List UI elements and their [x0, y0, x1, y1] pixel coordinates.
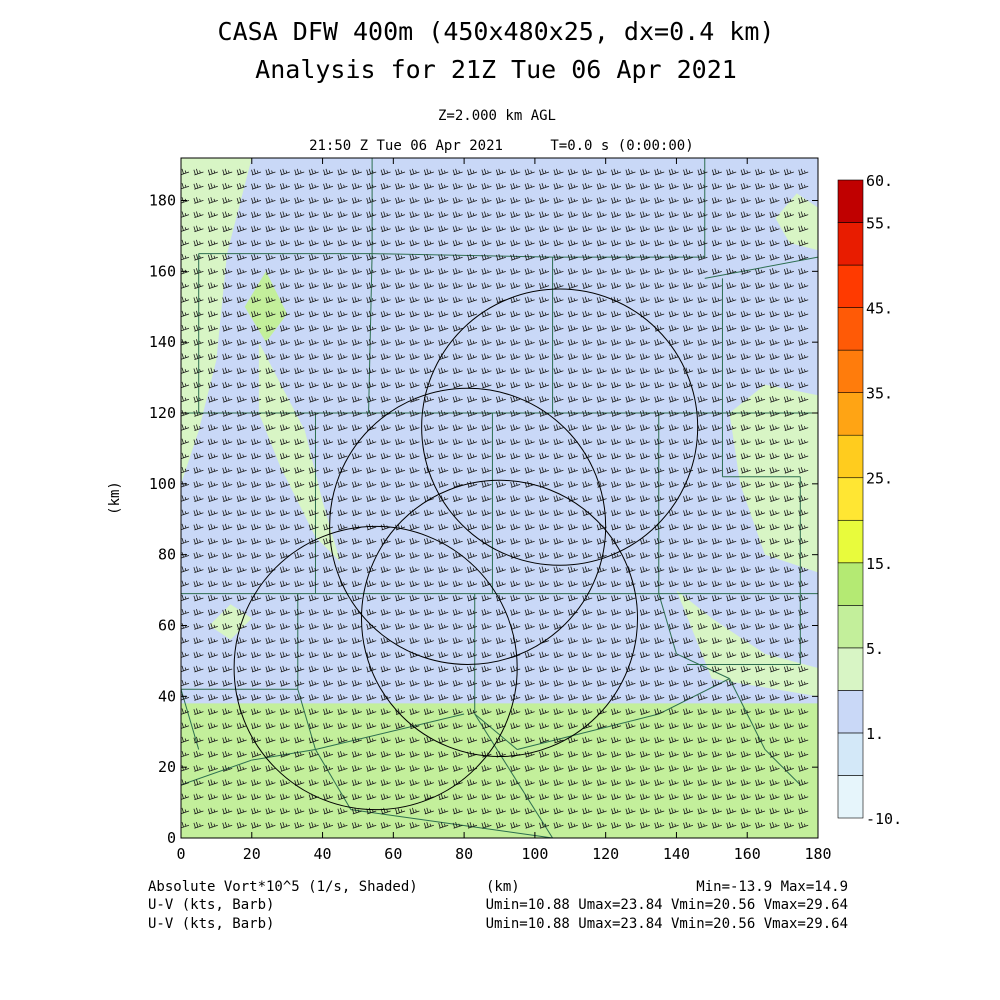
colorbar-swatch-2 [837, 690, 864, 734]
county-line-6 [372, 253, 553, 258]
x-tick-label-8: 160 [734, 845, 761, 863]
y-tick-label-0: 0 [167, 829, 176, 847]
colorbar-swatch-4 [837, 605, 864, 649]
y-tick-label-3: 60 [158, 617, 176, 635]
x-tick-label-1: 20 [243, 845, 261, 863]
colorbar-swatch-11 [837, 307, 864, 351]
range-ring-0 [421, 288, 699, 566]
county-line-26 [517, 713, 659, 750]
colorbar: 60. 55. 45. 35. 25. 15. 5. 1. -10. [837, 172, 902, 828]
county-line-28 [729, 678, 766, 750]
y-tick-label-1: 20 [158, 758, 176, 776]
plot-frame [180, 157, 819, 839]
y-tick-label-9: 180 [149, 192, 176, 210]
x-tick-label-4: 80 [455, 845, 473, 863]
barb-stats-2: Umin=10.88 Umax=23.84 Vmin=20.56 Vmax=29… [486, 916, 848, 932]
county-line-34 [315, 749, 352, 810]
vorticity-region-7 [244, 271, 288, 343]
county-line-35 [350, 809, 553, 838]
colorbar-label-7: 1. [866, 725, 884, 743]
x-tick-label-7: 140 [663, 845, 690, 863]
plot-area [180, 157, 819, 839]
x-tick-label-3: 60 [384, 845, 402, 863]
range-ring-1 [329, 387, 607, 665]
colorbar-swatch-7 [837, 477, 864, 521]
x-tick-label-0: 0 [176, 845, 185, 863]
colorbar-swatch-14 [837, 179, 864, 223]
colorbar-swatch-1 [837, 732, 864, 776]
colorbar-swatch-10 [837, 349, 864, 393]
county-line-32 [181, 759, 252, 786]
colorbar-label-2: 45. [866, 300, 893, 318]
range-ring-3 [233, 525, 518, 811]
y-tick-label-7: 140 [149, 333, 176, 351]
level-label: Z=2.000 km AGL [438, 108, 556, 124]
radar-range-rings [233, 288, 699, 811]
y-tick-label-5: 100 [149, 475, 176, 493]
colorbar-swatch-12 [837, 264, 864, 308]
colorbar-label-0: 60. [866, 172, 893, 190]
county-line-25 [474, 713, 518, 750]
colorbar-swatch-9 [837, 392, 864, 436]
colorbar-swatch-5 [837, 562, 864, 606]
valid-time-label: 21:50 Z Tue 06 Apr 2021 [309, 138, 503, 154]
vorticity-region-3 [676, 590, 818, 697]
colorbar-label-8: -10. [866, 810, 902, 828]
wind-barb-field [181, 168, 809, 829]
y-tick-label-4: 80 [158, 546, 176, 564]
forecast-time-label: T=0.0 s (0:00:00) [550, 138, 693, 154]
county-line-24 [474, 713, 554, 838]
colorbar-label-6: 5. [866, 640, 884, 658]
chart-title: CASA DFW 400m (450x480x25, dx=0.4 km) [218, 17, 775, 46]
y-axis-label: (km) [107, 481, 123, 515]
axes: 0 20 40 60 80 100 120 140 160 180 0 20 40 60 80 100 120 1… [149, 158, 832, 863]
field-label: Absolute Vort*10^5 (1/s, Shaded) [148, 879, 418, 895]
wind-barbs [181, 168, 809, 829]
county-line-22 [315, 713, 465, 750]
x-tick-label-6: 120 [592, 845, 619, 863]
y-tick-label-8: 160 [149, 262, 176, 280]
vorticity-region-2 [729, 384, 818, 573]
colorbar-label-3: 35. [866, 385, 893, 403]
barb-label-2: U-V (kts, Barb) [148, 916, 274, 932]
colorbar-label-4: 25. [866, 470, 893, 488]
county-line-9 [704, 256, 818, 279]
x-tick-label-2: 40 [314, 845, 332, 863]
county-line-30 [658, 593, 677, 654]
colorbar-swatch-8 [837, 434, 864, 479]
y-tick-label-2: 40 [158, 687, 176, 705]
county-line-5 [368, 253, 373, 414]
field-range: Min=-13.9 Max=14.9 [696, 879, 848, 895]
y-tick-label-6: 120 [149, 404, 176, 422]
vorticity-region-1 [258, 342, 341, 562]
colorbar-label-1: 55. [866, 215, 893, 233]
vorticity-region-4 [775, 193, 818, 251]
colorbar-swatch-13 [837, 222, 864, 266]
range-ring-2 [360, 479, 639, 758]
colorbar-swatch-3 [837, 647, 864, 691]
barb-stats-1: Umin=10.88 Umax=23.84 Vmin=20.56 Vmax=29… [486, 897, 848, 913]
colorbar-swatch-0 [837, 775, 864, 819]
colorbar-swatch-6 [837, 519, 864, 564]
colorbar-label-5: 15. [866, 555, 893, 573]
x-tick-label-5: 100 [521, 845, 548, 863]
x-tick-label-9: 180 [804, 845, 831, 863]
chart-subtitle: Analysis for 21Z Tue 06 Apr 2021 [255, 55, 737, 84]
county-line-31 [676, 653, 730, 680]
barb-label-1: U-V (kts, Barb) [148, 897, 274, 913]
x-axis-unit: (km) [486, 879, 520, 895]
